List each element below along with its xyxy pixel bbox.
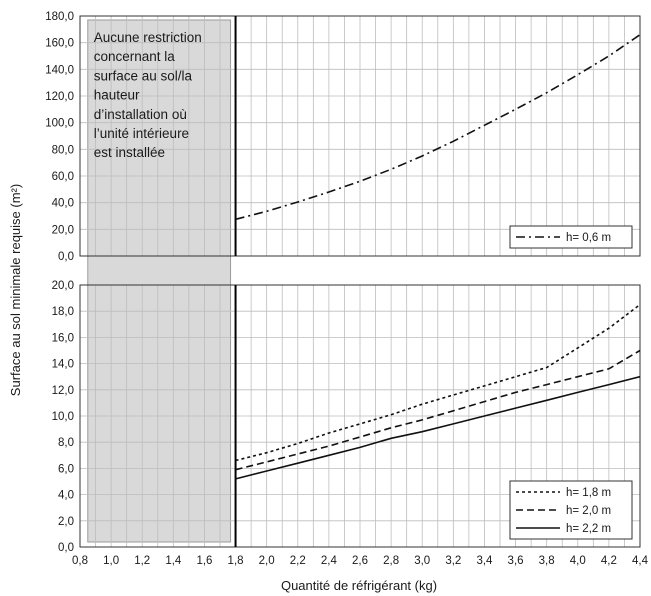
series-line <box>235 303 641 462</box>
x-tick-label: 2,0 <box>259 555 275 567</box>
legend-label: h= 2,2 m <box>566 523 611 535</box>
y-tick-label: 180,0 <box>45 11 74 23</box>
x-tick-label: 0,8 <box>72 555 88 567</box>
plot-frame <box>79 284 641 548</box>
region-label-line: Aucune restriction <box>94 30 202 45</box>
x-tick-label: 2,2 <box>290 555 306 567</box>
legend-label: h= 2,0 m <box>566 505 611 517</box>
plot-frame <box>79 15 641 257</box>
y-tick-label: 6,0 <box>58 463 74 475</box>
x-tick-label: 2,4 <box>321 555 338 567</box>
y-tick-label: 80,0 <box>52 144 74 156</box>
y-tick-label: 0,0 <box>58 251 74 263</box>
y-axis-label: Surface au sol minimale requise (m²) <box>8 184 23 396</box>
region-label-line: concernant la <box>94 49 176 64</box>
x-tick-label: 1,6 <box>196 555 212 567</box>
region-label-line: l’unité intérieure <box>94 126 189 141</box>
series-line <box>235 34 641 221</box>
y-tick-label: 40,0 <box>52 198 74 210</box>
y-tick-label: 100,0 <box>45 118 74 130</box>
x-tick-label: 1,4 <box>165 555 182 567</box>
series-line <box>235 375 641 480</box>
x-tick-label: 1,0 <box>103 555 119 567</box>
region-label-line: surface au sol/la <box>94 68 193 83</box>
x-tick-label: 3,6 <box>508 555 524 567</box>
legend-label: h= 0,6 m <box>566 232 611 244</box>
no-restriction-region <box>87 19 232 543</box>
legend-box <box>509 225 633 249</box>
legend-label: h= 1,8 m <box>566 487 611 499</box>
y-tick-label: 140,0 <box>45 64 74 76</box>
legend-box <box>509 480 633 540</box>
x-tick-label: 3,0 <box>414 555 430 567</box>
x-tick-label: 1,2 <box>134 555 150 567</box>
x-tick-label: 3,4 <box>476 555 493 567</box>
y-tick-label: 8,0 <box>58 437 74 449</box>
y-tick-label: 20,0 <box>52 224 74 236</box>
x-tick-label: 1,8 <box>228 555 244 567</box>
y-tick-label: 60,0 <box>52 171 74 183</box>
y-tick-label: 14,0 <box>52 359 74 371</box>
x-tick-label: 2,8 <box>383 555 399 567</box>
y-tick-label: 120,0 <box>45 91 74 103</box>
x-tick-label: 4,4 <box>632 555 649 567</box>
x-axis-label: Quantité de réfrigérant (kg) <box>281 578 437 593</box>
series-line <box>235 349 641 471</box>
y-tick-label: 4,0 <box>58 490 74 502</box>
x-tick-label: 4,2 <box>601 555 617 567</box>
y-tick-label: 160,0 <box>45 38 74 50</box>
region-label-line: hauteur <box>94 88 140 103</box>
x-tick-label: 4,0 <box>570 555 586 567</box>
x-tick-label: 3,8 <box>539 555 555 567</box>
region-label-line: est installée <box>94 145 165 160</box>
y-tick-label: 20,0 <box>52 280 74 292</box>
y-tick-label: 2,0 <box>58 516 74 528</box>
y-tick-label: 18,0 <box>52 306 74 318</box>
y-tick-label: 0,0 <box>58 542 74 554</box>
x-tick-label: 2,6 <box>352 555 368 567</box>
y-tick-label: 10,0 <box>52 411 74 423</box>
y-tick-label: 16,0 <box>52 332 74 344</box>
x-tick-label: 3,2 <box>445 555 461 567</box>
y-tick-label: 12,0 <box>52 385 74 397</box>
region-label-line: d’installation où <box>94 107 187 122</box>
